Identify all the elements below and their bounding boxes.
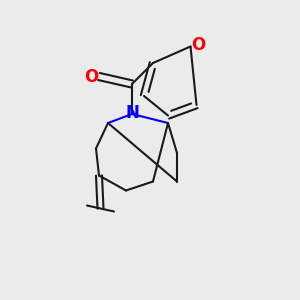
Text: O: O	[191, 36, 205, 54]
Text: N: N	[125, 103, 139, 122]
Text: O: O	[84, 68, 99, 85]
